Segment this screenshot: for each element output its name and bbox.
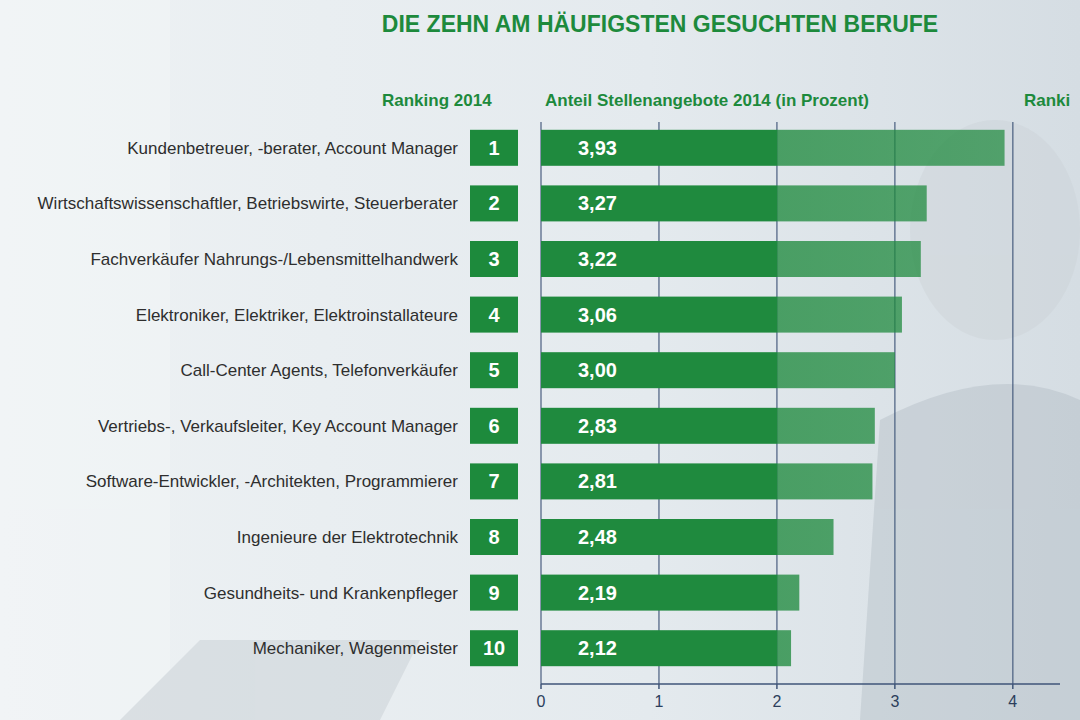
bar (541, 630, 791, 666)
data-label: 3,06 (578, 304, 617, 326)
figure-body (860, 384, 1080, 720)
decoration (0, 0, 1080, 720)
chart: DIE ZEHN AM HÄUFIGSTEN GESUCHTEN BERUFE R… (0, 0, 1080, 720)
axis-line (541, 683, 1060, 685)
category-label: Vertriebs-, Verkaufsleiter, Key Account … (98, 417, 458, 436)
category-label: Elektroniker, Elektriker, Elektroinstall… (136, 306, 458, 325)
bar (541, 297, 902, 333)
bar (541, 241, 921, 277)
rank: 9 (488, 582, 499, 604)
title: DIE ZEHN AM HÄUFIGSTEN GESUCHTEN BERUFE (382, 11, 938, 37)
category-label: Call-Center Agents, Telefonverkäufer (180, 361, 458, 380)
bar (541, 185, 927, 221)
column-head: Anteil Stellenangebote 2014 (in Prozent) (545, 91, 869, 110)
category-label: Software-Entwickler, -Architekten, Progr… (86, 472, 459, 491)
rank-box (470, 463, 518, 499)
category-label: Wirtschaftswissenschaftler, Betriebswirt… (38, 194, 459, 213)
bar (541, 352, 895, 388)
data-label: 3,93 (578, 137, 617, 159)
window-light (0, 0, 170, 720)
rank: 10 (483, 637, 505, 659)
rank: 6 (488, 415, 499, 437)
bar (541, 463, 872, 499)
bars (541, 130, 1005, 666)
rank-box (470, 519, 518, 555)
rank-box (470, 185, 518, 221)
data-label: 3,27 (578, 192, 617, 214)
data-label: 3,00 (578, 359, 617, 381)
rank: 8 (488, 526, 499, 548)
data-label: 2,19 (578, 582, 617, 604)
tick-label: 0 (537, 693, 546, 710)
rank: 2 (488, 192, 499, 214)
data-label: 2,81 (578, 470, 617, 492)
data-label: 2,12 (578, 637, 617, 659)
rank-box (470, 297, 518, 333)
category-label: Gesundheits- und Krankenpfleger (204, 584, 459, 603)
tick-mark (658, 684, 660, 689)
tick-mark (1012, 684, 1014, 689)
bar (541, 130, 1005, 166)
rank-box (470, 408, 518, 444)
category-label: Ingenieure der Elektrotechnik (237, 528, 459, 547)
x-axis: 0 1 2 3 4 (537, 684, 1060, 710)
background (0, 0, 1080, 720)
category-label: Fachverkäufer Nahrungs-/Lebensmittelhand… (90, 250, 458, 269)
tick-mark (894, 684, 896, 689)
grid-line (1012, 122, 1014, 684)
tick-mark (540, 684, 542, 689)
rank: 3 (488, 248, 499, 270)
bar (541, 519, 834, 555)
grid (541, 122, 1013, 684)
bar (541, 408, 875, 444)
rank: 7 (488, 470, 499, 492)
tick-label: 3 (890, 693, 899, 710)
tick-label: 2 (772, 693, 781, 710)
tick-mark (776, 684, 778, 689)
column-head: Ranking 2014 (382, 91, 492, 110)
data-label: 3,22 (578, 248, 617, 270)
rank-box (470, 630, 518, 666)
rank: 5 (488, 359, 499, 381)
rank: 1 (488, 137, 499, 159)
data-label: 2,83 (578, 415, 617, 437)
rank-box (470, 352, 518, 388)
tick-label: 1 (655, 693, 664, 710)
column-head: Ranki (1024, 91, 1070, 110)
category-label: Mechaniker, Wagenmeister (253, 639, 459, 658)
tick-label: 4 (1008, 693, 1017, 710)
rank-box (470, 575, 518, 611)
data-label: 2,48 (578, 526, 617, 548)
rank-box (470, 130, 518, 166)
bar (541, 575, 799, 611)
rank: 4 (488, 304, 500, 326)
rank-box (470, 241, 518, 277)
category-label: Kundenbetreuer, -berater, Account Manage… (127, 139, 458, 158)
